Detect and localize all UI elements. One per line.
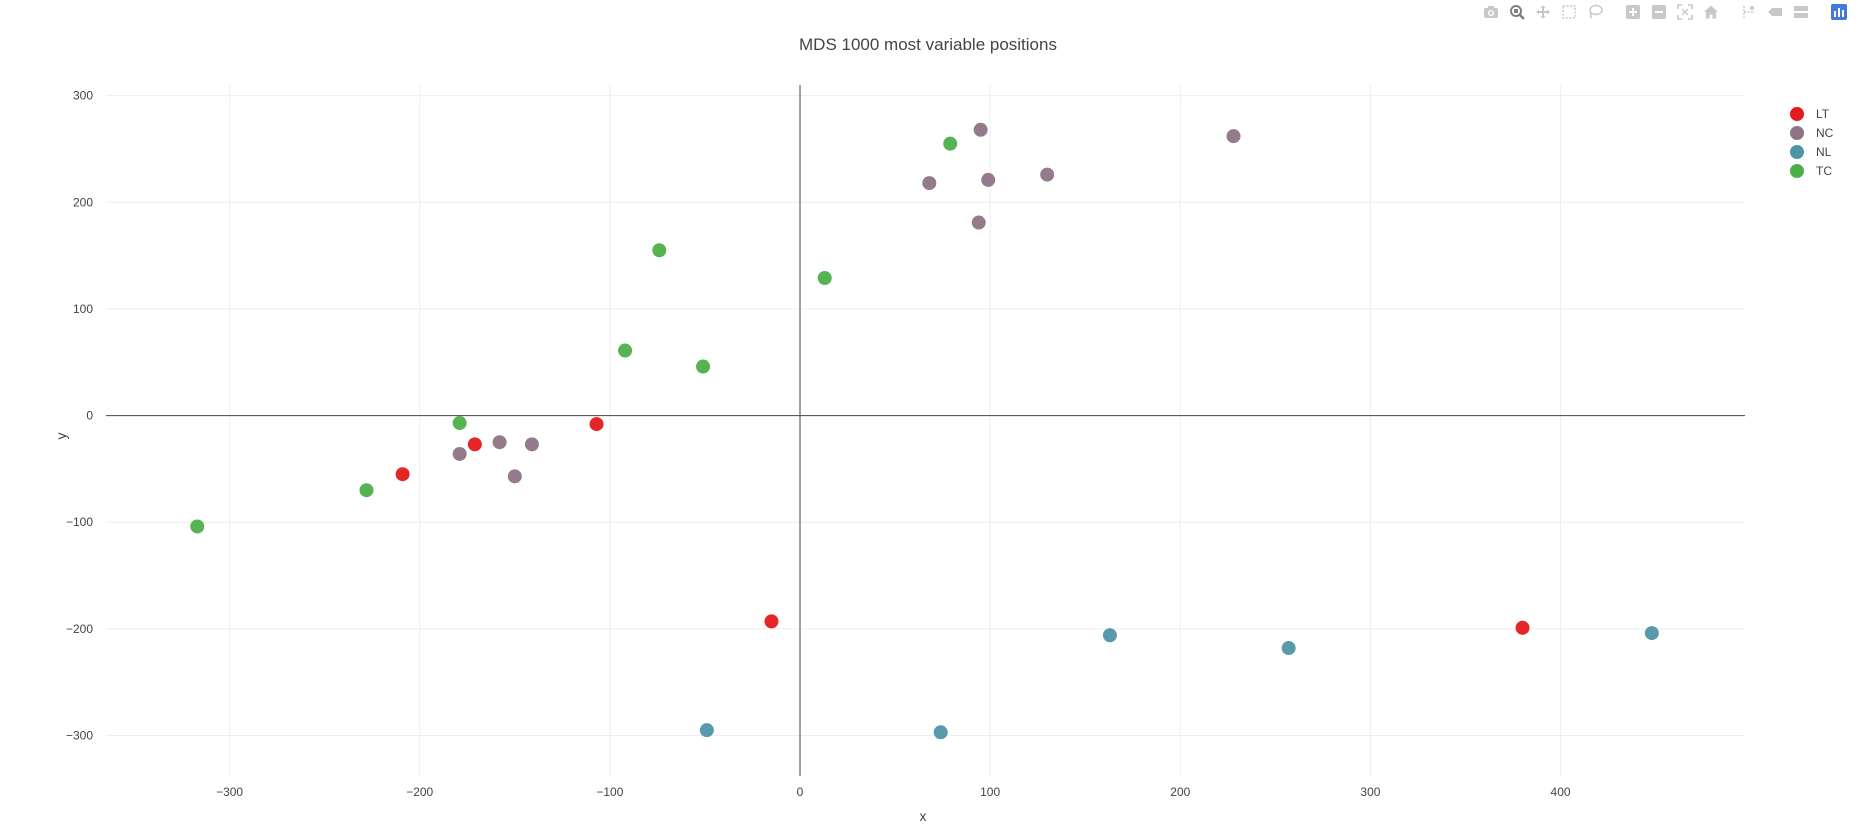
legend-marker xyxy=(1790,145,1804,159)
plotly-logo-button[interactable] xyxy=(1828,2,1850,22)
spike-lines-icon xyxy=(1741,4,1757,20)
gridlines xyxy=(106,85,1745,776)
legend[interactable]: LT NC NL TC xyxy=(1790,107,1834,178)
legend-item-nc[interactable]: NC xyxy=(1790,126,1834,140)
y-tick-label: 100 xyxy=(73,302,93,316)
data-point[interactable] xyxy=(1644,626,1659,641)
data-point[interactable] xyxy=(589,417,604,432)
zoom-out-icon xyxy=(1651,4,1667,20)
data-point[interactable] xyxy=(973,122,988,137)
legend-marker xyxy=(1790,107,1804,121)
y-axis-ticks: −300 −200 −100 0 100 200 300 xyxy=(66,89,93,743)
data-point[interactable] xyxy=(817,271,832,286)
legend-item-nl[interactable]: NL xyxy=(1790,145,1832,159)
data-point[interactable] xyxy=(492,435,507,450)
box-select-icon xyxy=(1561,4,1577,20)
data-point[interactable] xyxy=(452,446,467,461)
autoscale-icon xyxy=(1677,4,1693,20)
legend-marker xyxy=(1790,126,1804,140)
y-tick-label: −200 xyxy=(66,622,93,636)
modebar xyxy=(1480,2,1850,22)
data-point[interactable] xyxy=(933,725,948,740)
data-point[interactable] xyxy=(1226,129,1241,144)
camera-button[interactable] xyxy=(1480,2,1502,22)
x-tick-label: −300 xyxy=(216,785,243,799)
data-point[interactable] xyxy=(395,467,410,482)
data-point[interactable] xyxy=(452,416,467,431)
series-lt xyxy=(395,417,1530,635)
legend-item-tc[interactable]: TC xyxy=(1790,164,1832,178)
plotly-logo-icon xyxy=(1831,4,1847,20)
data-point[interactable] xyxy=(943,136,958,151)
pan-icon xyxy=(1535,4,1551,20)
box-select-button[interactable] xyxy=(1558,2,1580,22)
y-tick-label: 200 xyxy=(73,195,93,209)
data-point[interactable] xyxy=(922,176,937,191)
x-tick-label: 300 xyxy=(1360,785,1380,799)
series-tc xyxy=(190,136,958,534)
zoom-in-icon xyxy=(1625,4,1641,20)
hover-closest-button[interactable] xyxy=(1764,2,1786,22)
data-point[interactable] xyxy=(1515,620,1530,635)
y-tick-label: 300 xyxy=(73,89,93,103)
data-point[interactable] xyxy=(1102,628,1117,643)
data-point[interactable] xyxy=(524,437,539,452)
zoom-in-button[interactable] xyxy=(1622,2,1644,22)
data-point[interactable] xyxy=(190,519,205,534)
data-point[interactable] xyxy=(467,437,482,452)
data-points xyxy=(190,122,1659,740)
data-point[interactable] xyxy=(699,723,714,738)
x-tick-label: 0 xyxy=(797,785,804,799)
data-point[interactable] xyxy=(652,243,667,258)
zoom-out-button[interactable] xyxy=(1648,2,1670,22)
legend-item-lt[interactable]: LT xyxy=(1790,107,1830,121)
chart-title: MDS 1000 most variable positions xyxy=(799,35,1057,54)
zoom-icon xyxy=(1509,4,1525,20)
data-point[interactable] xyxy=(1040,167,1055,182)
data-point[interactable] xyxy=(696,359,711,374)
legend-label: NL xyxy=(1816,145,1832,159)
data-point[interactable] xyxy=(1281,641,1296,656)
x-tick-label: 400 xyxy=(1551,785,1571,799)
data-point[interactable] xyxy=(971,215,986,230)
x-tick-label: 100 xyxy=(980,785,1000,799)
home-button[interactable] xyxy=(1700,2,1722,22)
data-point[interactable] xyxy=(507,469,522,484)
x-tick-label: −100 xyxy=(596,785,623,799)
legend-marker xyxy=(1790,164,1804,178)
lasso-select-button[interactable] xyxy=(1584,2,1606,22)
legend-label: NC xyxy=(1816,126,1834,140)
series-nc xyxy=(452,122,1241,484)
y-tick-label: −100 xyxy=(66,515,93,529)
x-axis-ticks: −300 −200 −100 0 100 200 300 400 xyxy=(216,785,1571,799)
data-point[interactable] xyxy=(359,483,374,498)
series-nl xyxy=(699,626,1659,740)
y-axis-title: y xyxy=(53,433,69,440)
data-point[interactable] xyxy=(618,343,633,358)
y-tick-label: −300 xyxy=(66,728,93,742)
x-tick-label: −200 xyxy=(406,785,433,799)
hover-closest-icon xyxy=(1767,4,1783,20)
data-point[interactable] xyxy=(764,614,779,629)
legend-label: TC xyxy=(1816,164,1832,178)
y-tick-label: 0 xyxy=(86,409,93,423)
camera-icon xyxy=(1483,4,1499,20)
data-point[interactable] xyxy=(981,172,996,187)
x-axis-title: x xyxy=(920,808,927,824)
home-icon xyxy=(1703,4,1719,20)
x-tick-label: 200 xyxy=(1170,785,1190,799)
hover-compare-button[interactable] xyxy=(1790,2,1812,22)
zoom-button[interactable] xyxy=(1506,2,1528,22)
hover-compare-icon xyxy=(1793,4,1809,20)
lasso-select-icon xyxy=(1587,4,1603,20)
spike-lines-button[interactable] xyxy=(1738,2,1760,22)
pan-button[interactable] xyxy=(1532,2,1554,22)
legend-label: LT xyxy=(1816,107,1830,121)
zero-lines xyxy=(106,85,1745,776)
autoscale-button[interactable] xyxy=(1674,2,1696,22)
